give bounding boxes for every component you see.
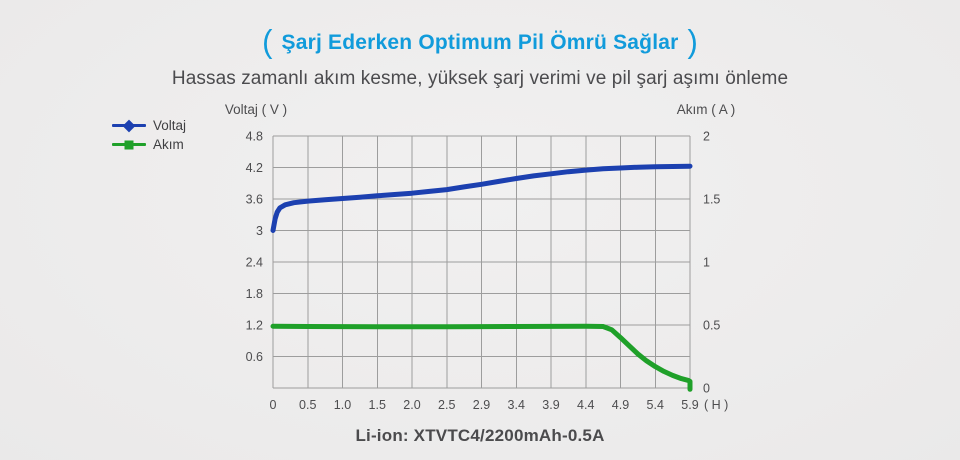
left-axis-tick-label: 1.8 <box>246 287 263 301</box>
page-title-row: ( Şarj Ederken Optimum Pil Ömrü Sağlar ) <box>0 24 960 62</box>
x-axis-tick-label: 3.4 <box>508 398 525 412</box>
voltage-legend-line <box>112 119 146 132</box>
x-axis-tick-label: 3.9 <box>542 398 559 412</box>
current-legend-line <box>112 140 146 149</box>
x-axis-tick-label: 5.4 <box>647 398 664 412</box>
voltage-legend-label: Voltaj <box>153 118 187 133</box>
x-axis-tick-label: 4.9 <box>612 398 629 412</box>
left-axis-tick-label: 2.4 <box>246 256 263 270</box>
right-axis-tick-label: 0.5 <box>703 319 720 333</box>
left-axis-tick-label: 3 <box>256 224 263 238</box>
legend-item-current: Akım <box>112 136 186 153</box>
page-title: Şarj Ederken Optimum Pil Ömrü Sağlar <box>281 31 679 54</box>
x-axis-tick-label: 5.9 <box>681 398 698 412</box>
current-legend-label: Akım <box>153 137 184 152</box>
series-line-akım <box>270 323 693 392</box>
x-axis-tick-label: 4.4 <box>577 398 594 412</box>
right-axis-tick-label: 1 <box>703 256 710 270</box>
x-axis-tick-label: 1.5 <box>369 398 386 412</box>
left-axis-tick-label: 4.2 <box>246 161 263 175</box>
x-axis-tick-label: 2.0 <box>403 398 420 412</box>
x-axis-tick-label: 0 <box>270 398 277 412</box>
series-line-voltaj <box>270 163 693 233</box>
chart-legend: Voltaj Akım <box>112 117 186 155</box>
x-axis-tick-label: 1.0 <box>334 398 351 412</box>
x-axis-tick-label: 2.9 <box>473 398 490 412</box>
right-axis-title: Akım ( A ) <box>676 102 736 117</box>
left-axis-title: Voltaj ( V ) <box>224 102 288 117</box>
title-bracket-right-icon: ) <box>687 22 698 60</box>
right-axis-tick-label: 0 <box>703 382 710 396</box>
x-axis-tick-label: 0.5 <box>299 398 316 412</box>
left-axis-tick-label: 3.6 <box>246 193 263 207</box>
left-axis-tick-label: 1.2 <box>246 319 263 333</box>
left-axis-tick-label: 0.6 <box>246 350 263 364</box>
page-subtitle: Hassas zamanlı akım kesme, yüksek şarj v… <box>171 68 789 89</box>
x-axis-unit-label: ( H ) <box>704 398 728 412</box>
battery-spec-caption: Li-ion: XTVTC4/2200mAh-0.5A <box>355 426 605 445</box>
left-axis-tick-label: 4.8 <box>246 130 263 144</box>
legend-item-voltage: Voltaj <box>112 117 186 134</box>
title-bracket-left-icon: ( <box>262 22 273 60</box>
current-square-marker-icon <box>124 140 134 149</box>
x-axis-tick-label: 2.5 <box>438 398 455 412</box>
right-axis-tick-label: 1.5 <box>703 193 720 207</box>
right-axis-tick-label: 2 <box>703 130 710 144</box>
